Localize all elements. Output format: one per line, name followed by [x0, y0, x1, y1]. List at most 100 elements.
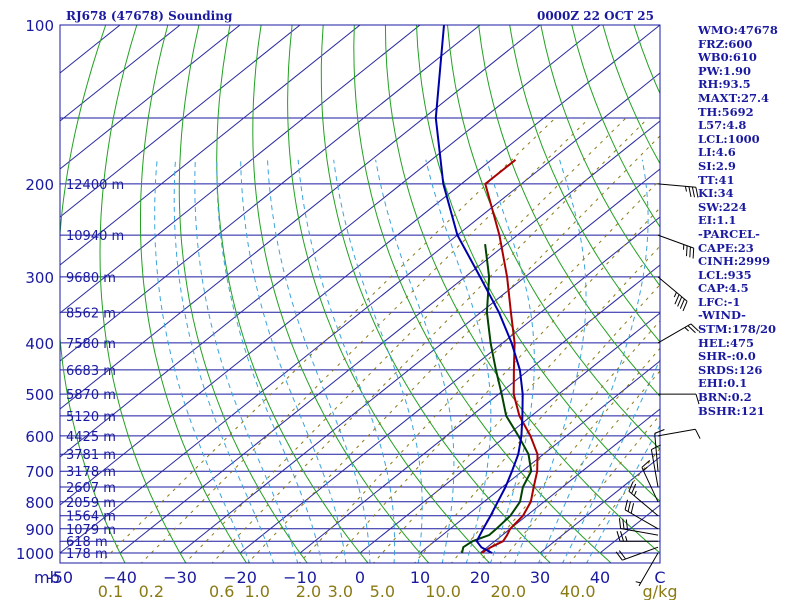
height-label: 12400 m: [66, 178, 124, 193]
skew-t-grid: [60, 25, 660, 563]
isotherm-line: [60, 72, 660, 554]
moist-adiabat-line: [173, 159, 275, 563]
temp-tick-label: 0: [355, 568, 365, 587]
mixing-ratio-unit-label: g/kg: [643, 582, 678, 600]
stat-line: KI:34: [698, 186, 734, 201]
stat-line: CAP:4.5: [698, 281, 749, 296]
dry-adiabat-lines: [60, 25, 660, 563]
stat-line: TT:41: [698, 172, 735, 187]
stat-line: WB0:610: [698, 50, 757, 65]
pressure-tick-label: 1000: [16, 545, 54, 563]
wind-barb: [657, 183, 699, 198]
mixing-ratio-line: [372, 245, 660, 563]
temp-tick-label: 10: [410, 568, 430, 587]
height-label: 1079 m: [66, 523, 116, 538]
stat-line: LI:4.6: [698, 145, 736, 160]
wind-barb: [624, 499, 659, 530]
mixing-ratio-label: 0.1: [98, 582, 123, 600]
mixing-ratio-line: [450, 320, 660, 563]
height-label: 178 m: [66, 547, 108, 562]
mixing-ratio-label: 40.0: [560, 582, 596, 600]
plot-frame: [59, 24, 661, 564]
chart-title: RJ678 (47678) Sounding: [66, 9, 233, 23]
stat-line: WMO:47678: [698, 23, 778, 37]
pressure-tick-label: 100: [25, 17, 54, 35]
stat-line: LFC:-1: [698, 294, 741, 309]
moist-adiabat-line: [425, 159, 492, 563]
temp-tick-label: C: [654, 568, 665, 587]
height-label: 10940 m: [66, 229, 124, 244]
pressure-tick-label: 400: [25, 335, 54, 353]
pressure-tick-label: 600: [25, 428, 54, 446]
wind-barb: [618, 518, 659, 536]
isotherm-line: [60, 25, 421, 314]
moist-adiabat-line: [267, 159, 371, 563]
moist-adiabat-line: [216, 159, 323, 563]
dry-adiabat-line: [384, 25, 660, 554]
stat-line: TH:5692: [698, 104, 754, 119]
height-label: 5870 m: [66, 388, 116, 403]
moist-adiabat-line: [586, 424, 660, 563]
stat-line: SW:224: [698, 199, 747, 214]
mixing-ratio-line: [330, 207, 660, 563]
stat-line: SI:2.9: [698, 158, 736, 173]
pressure-tick-label: 300: [25, 269, 54, 287]
moist-adiabat-line: [154, 159, 251, 563]
stat-line: CAPE:23: [698, 240, 754, 255]
isotherm-line: [479, 408, 660, 554]
wind-barb: [657, 276, 688, 312]
stat-line: LCL:1000: [698, 131, 760, 146]
mixing-ratio-line: [99, 117, 556, 563]
dry-adiabat-line: [320, 25, 552, 563]
isotherm-line: [60, 25, 541, 410]
isotherm-line: [179, 168, 660, 554]
dry-adiabat-line: [178, 25, 308, 563]
temp-tick-label: -50: [47, 568, 73, 587]
moist-adiabat-line: [537, 159, 649, 563]
isobar-grid: [60, 24, 660, 554]
stat-line: LCL:935: [698, 267, 752, 282]
pressure-unit-label: mb: [34, 568, 60, 587]
moist-adiabat-line: [375, 159, 455, 563]
stat-line: CINH:2999: [698, 254, 771, 269]
stat-line: L57:4.8: [698, 118, 747, 133]
chart-date: 0000Z 22 OCT 25: [537, 9, 654, 23]
dry-adiabat-line: [509, 25, 660, 343]
dry-adiabat-line: [287, 25, 491, 563]
isotherm-line: [60, 25, 241, 170]
isotherm-line: [60, 25, 361, 266]
isotherm-line: [60, 25, 181, 122]
mixing-ratio-label: 0.2: [139, 582, 164, 600]
stat-line: PW:1.90: [698, 63, 752, 78]
isotherm-lines: [60, 25, 660, 554]
temp-tick-label: −10: [283, 568, 317, 587]
dry-adiabat-line: [99, 25, 187, 563]
temp-tick-label: −40: [103, 568, 137, 587]
moist-adiabat-line: [562, 358, 660, 563]
mixing-ratio-line: [413, 283, 660, 563]
height-label: 5120 m: [66, 410, 116, 425]
stat-line: HEL:475: [698, 335, 754, 350]
wind-barb: [628, 481, 659, 517]
height-label: 618 m: [66, 535, 108, 550]
isotherm-line: [239, 216, 660, 554]
moist-adiabat-line: [194, 159, 299, 563]
moist-adiabat-line: [297, 159, 396, 563]
mixing-ratio-line: [247, 135, 660, 563]
dry-adiabat-line: [216, 25, 369, 563]
stat-line: STM:178/20: [698, 322, 777, 337]
isotherm-line: [119, 120, 660, 554]
isotherm-line: [299, 264, 660, 554]
wind-barb: [615, 546, 659, 561]
mixing-ratio-label: 1.0: [244, 582, 269, 600]
temp-tick-label: −20: [223, 568, 257, 587]
dry-adiabat-line: [353, 25, 612, 563]
stat-line: -WIND-: [698, 308, 746, 323]
pressure-tick-label: 900: [25, 521, 54, 539]
height-label: 7580 m: [66, 337, 116, 352]
isotherm-line: [359, 312, 660, 554]
mixing-ratio-label: 10.0: [425, 582, 461, 600]
isotherm-line: [60, 25, 481, 362]
dewpoint-profile-line: [461, 243, 533, 554]
